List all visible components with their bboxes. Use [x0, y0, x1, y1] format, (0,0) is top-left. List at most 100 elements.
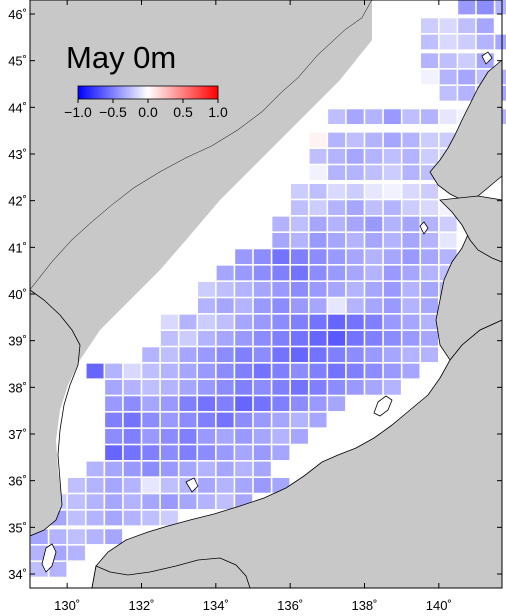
lat-tick-label: 38˚: [8, 380, 27, 395]
grid-cell-r28-c3: [123, 477, 141, 493]
grid-cell-r20-c11: [346, 347, 364, 363]
grid-cell-r25-c5: [198, 428, 216, 444]
grid-cell-r31-c3: [86, 529, 104, 545]
grid-cell-r20-c5: [235, 347, 253, 363]
lat-tick-label: 42˚: [8, 194, 27, 209]
colorbar-tick-label: 1.0: [208, 104, 228, 120]
grid-cell-r9-c4: [383, 165, 401, 181]
grid-cell-r29-c2: [86, 494, 104, 510]
grid-cell-r4-c1: [439, 69, 457, 85]
grid-cell-r1-c2: [458, 18, 476, 34]
grid-cell-r30-c4: [105, 510, 123, 526]
grid-cell-r24-c0: [105, 412, 123, 428]
grid-cell-r25-c0: [105, 428, 123, 444]
grid-cell-r29-c6: [160, 494, 178, 510]
grid-cell-r24-c10: [290, 412, 308, 428]
grid-cell-r29-c7: [179, 494, 197, 510]
grid-cell-r28-c9: [235, 477, 253, 493]
grid-cell-r15-c7: [346, 265, 364, 281]
grid-cell-r26-c5: [198, 445, 216, 461]
grid-cell-r9-c5: [402, 165, 420, 181]
grid-cell-r20-c2: [179, 347, 197, 363]
grid-cell-r22-c0: [105, 379, 123, 395]
grid-cell-r28-c7: [198, 477, 216, 493]
grid-cell-r23-c7: [235, 396, 253, 412]
grid-cell-r16-c11: [402, 281, 420, 297]
grid-cell-r21-c14: [346, 363, 364, 379]
grid-cell-r16-c10: [383, 281, 401, 297]
grid-cell-r8-c5: [402, 148, 420, 164]
grid-cell-r23-c1: [123, 396, 141, 412]
grid-cell-r19-c11: [365, 330, 383, 346]
honshu: [91, 319, 503, 589]
grid-cell-r28-c1: [86, 477, 104, 493]
grid-cell-r17-c4: [272, 298, 290, 314]
grid-cell-r21-c9: [253, 363, 271, 379]
grid-cell-r21-c6: [198, 363, 216, 379]
grid-cell-r24-c1: [123, 412, 141, 428]
grid-cell-r17-c7: [328, 298, 346, 314]
grid-cell-r3-c0: [421, 53, 439, 69]
grid-cell-r18-c8: [309, 314, 327, 330]
grid-cell-r12-c2: [309, 216, 327, 232]
lon-tick-label: 136˚: [277, 598, 303, 613]
grid-cell-r28-c4: [142, 477, 160, 493]
grid-cell-r10-c1: [309, 183, 327, 199]
grid-cell-r25-c8: [253, 428, 271, 444]
grid-cell-r25-c6: [216, 428, 234, 444]
lat-tick-label: 40˚: [8, 287, 27, 302]
grid-cell-r19-c9: [328, 330, 346, 346]
grid-cell-r16-c9: [365, 281, 383, 297]
grid-cell-r22-c11: [309, 379, 327, 395]
grid-cell-r11-c4: [365, 200, 383, 216]
grid-cell-r19-c8: [309, 330, 327, 346]
grid-cell-r22-c15: [383, 379, 401, 395]
grid-cell-r20-c10: [328, 347, 346, 363]
grid-cell-r31-c2: [67, 529, 85, 545]
grid-cell-r18-c5: [253, 314, 271, 330]
grid-cell-r1-c1: [439, 18, 457, 34]
grid-cell-r23-c3: [160, 396, 178, 412]
grid-cell-r24-c6: [216, 412, 234, 428]
grid-cell-r19-c7: [290, 330, 308, 346]
grid-cell-r16-c7: [328, 281, 346, 297]
lat-tick-label: 44˚: [8, 100, 27, 115]
grid-cell-r24-c9: [272, 412, 290, 428]
grid-cell-r29-c3: [105, 494, 123, 510]
grid-cell-r22-c2: [142, 379, 160, 395]
grid-cell-r9-c3: [365, 165, 383, 181]
grid-cell-r29-c9: [216, 494, 234, 510]
grid-cell-r29-c5: [142, 494, 160, 510]
grid-cell-r13-c3: [328, 232, 346, 248]
grid-cell-r8-c3: [365, 148, 383, 164]
grid-cell-r25-c9: [272, 428, 290, 444]
grid-cell-r17-c9: [365, 298, 383, 314]
grid-cell-r13-c9: [439, 232, 457, 248]
grid-cell-r15-c5: [309, 265, 327, 281]
grid-cell-r18-c14: [421, 314, 439, 330]
grid-cell-r11-c3: [346, 200, 364, 216]
grid-cell-r28-c0: [67, 477, 85, 493]
grid-cell-r19-c10: [346, 330, 364, 346]
grid-cell-r15-c3: [272, 265, 290, 281]
grid-cell-r6-c2: [365, 109, 383, 125]
grid-cell-r12-c6: [383, 216, 401, 232]
grid-cell-r26-c9: [272, 445, 290, 461]
grid-cell-r10-c4: [365, 183, 383, 199]
grid-cell-r4-c0: [421, 69, 439, 85]
grid-cell-r7-c1: [328, 132, 346, 148]
grid-cell-r17-c12: [421, 298, 439, 314]
grid-cell-r23-c9: [272, 396, 290, 412]
grid-cell-r27-c2: [123, 461, 141, 477]
grid-cell-r25-c7: [235, 428, 253, 444]
lat-tick-label: 37˚: [8, 427, 27, 442]
grid-cell-r21-c0: [86, 363, 104, 379]
grid-cell-r0-c2: [495, 0, 506, 15]
grid-cell-r24-c11: [309, 412, 327, 428]
grid-cell-r13-c1: [290, 232, 308, 248]
grid-cell-r17-c0: [198, 298, 216, 314]
grid-cell-r6-c1: [346, 109, 364, 125]
grid-cell-r26-c4: [179, 445, 197, 461]
grid-cell-r20-c0: [142, 347, 160, 363]
grid-cell-r17-c1: [216, 298, 234, 314]
